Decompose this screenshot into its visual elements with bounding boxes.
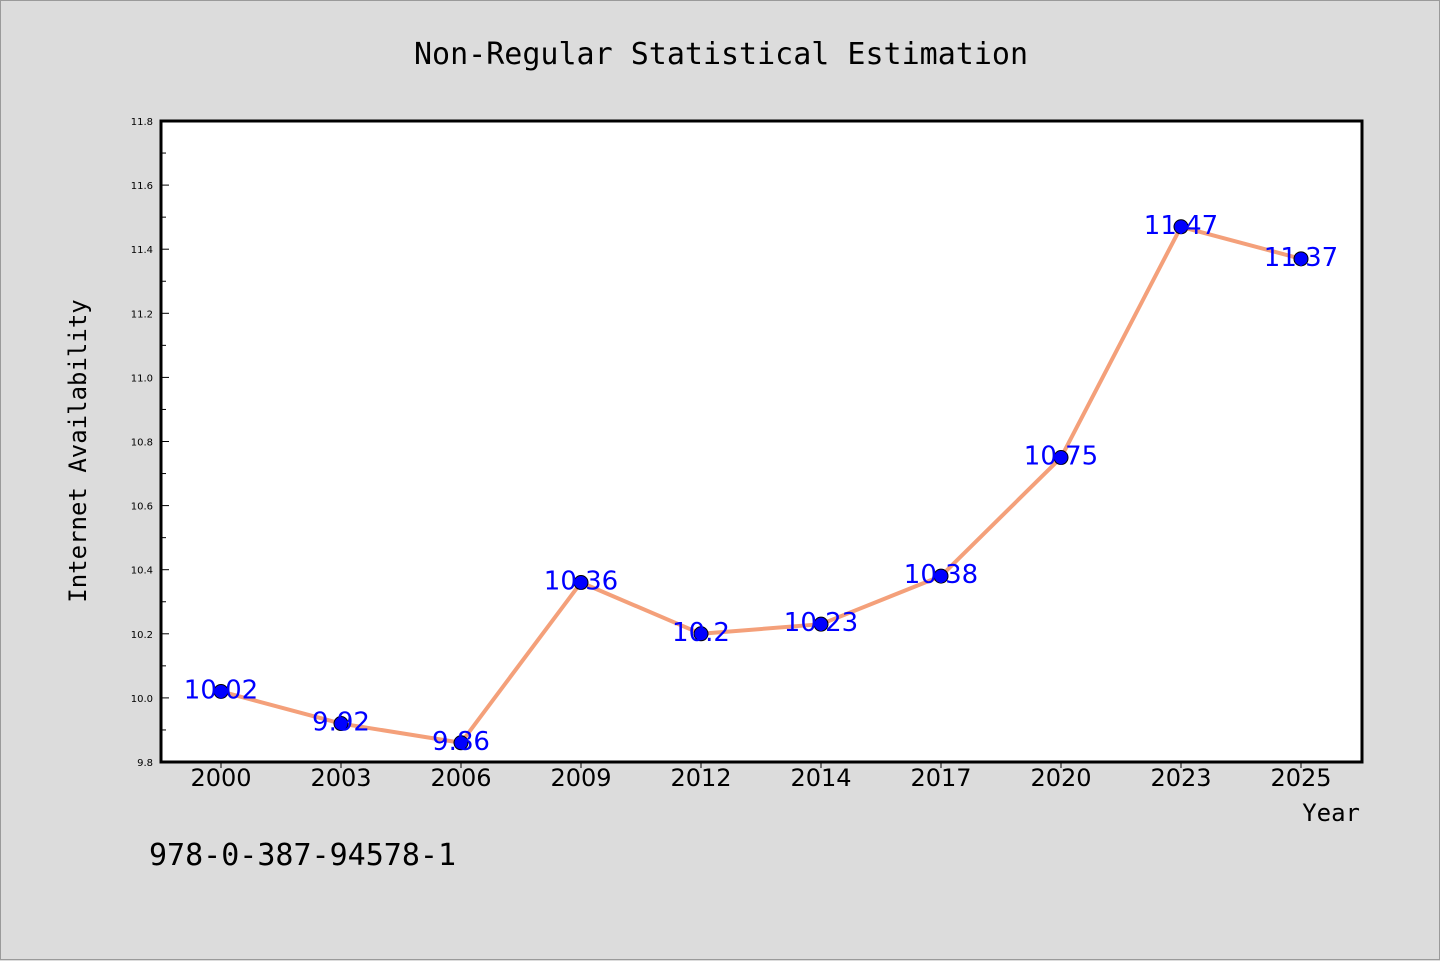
data-point [1053,450,1069,466]
x-axis: 2000 2003 2006 2009 2012 2014 2017 2020 2023 2025 [190,762,1332,792]
x-axis-label: Year [1302,799,1360,827]
y-tick-label: 10.6 [131,502,153,513]
chart-title: Non-Regular Statistical Estimation [414,37,1028,72]
x-tick-label: 2014 [790,764,851,792]
y-tick-label: 11.4 [131,245,153,256]
data-point [573,575,589,591]
data-point [813,616,829,632]
data-label: 10.23 [784,608,858,638]
data-label: 9.86 [432,727,490,757]
x-tick-label: 2003 [310,764,371,792]
data-point [693,626,709,642]
y-tick-label: 11.0 [131,373,153,384]
x-tick-label: 2006 [430,764,491,792]
y-axis: 9.8 10.0 10.2 10.4 10.6 10.8 11.0 11.2 11.4 11.6 1… [131,117,169,769]
isbn-annotation: 978-0-387-94578-1 [149,838,456,873]
x-tick-label: 2023 [1150,764,1211,792]
data-point [933,568,949,584]
data-point [213,683,229,699]
data-label: 10.36 [544,567,618,597]
y-tick-label: 10.8 [131,438,153,449]
y-tick-label: 10.4 [131,566,153,577]
y-tick-label: 10.0 [131,694,153,705]
y-tick-label: 10.2 [131,630,153,641]
data-point [333,716,349,732]
data-label: 11.37 [1264,243,1338,273]
x-tick-label: 2020 [1030,764,1091,792]
data-label: 10.75 [1024,442,1098,472]
y-tick-label: 11.2 [131,309,153,320]
data-label: 11.47 [1144,211,1218,241]
data-label: 10.02 [184,675,258,705]
data-series: 10.02 9.92 9.86 10.36 10.2 10.23 10.38 10.75 11.… [184,211,1338,757]
data-point [1293,251,1309,267]
x-tick-label: 2012 [670,764,731,792]
data-label: 10.38 [904,560,978,590]
x-tick-label: 2017 [910,764,971,792]
series-line [220,224,1302,745]
x-tick-label: 2009 [550,764,611,792]
data-point [453,735,469,751]
y-axis-label: Internet Availability [64,299,92,602]
x-tick-label: 2025 [1270,764,1331,792]
data-label: 10.2 [672,618,730,648]
plot-area [159,119,1364,764]
x-tick-label: 2000 [190,764,251,792]
data-label: 9.92 [312,708,370,738]
y-tick-label: 11.6 [131,181,153,192]
y-tick-label: 11.8 [131,117,153,128]
y-tick-label: 9.8 [137,758,153,769]
data-point [1173,219,1189,235]
